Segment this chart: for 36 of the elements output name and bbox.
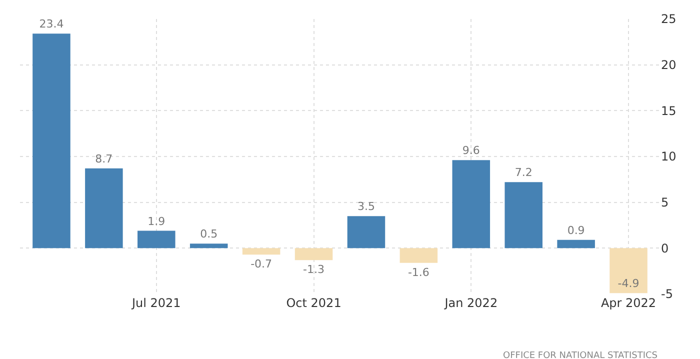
bar xyxy=(138,230,176,248)
data-label: 1.9 xyxy=(148,214,166,228)
y-tick-label: 20 xyxy=(661,58,676,72)
x-tick-label: Apr 2022 xyxy=(600,296,656,310)
y-tick-label: -5 xyxy=(661,287,673,302)
data-label: -1.6 xyxy=(408,266,430,279)
bar xyxy=(242,248,280,255)
data-label: 0.5 xyxy=(200,228,218,241)
bar xyxy=(557,240,595,248)
bar xyxy=(190,244,228,248)
text: OFFICE FOR NATIONAL STATISTICS xyxy=(503,351,658,359)
data-label: -4.9 xyxy=(618,277,640,290)
y-tick-label: 15 xyxy=(661,104,676,118)
y-tick-label: 5 xyxy=(661,196,669,210)
bar xyxy=(85,168,123,248)
y-tick-label: 0 xyxy=(661,241,669,256)
x-tick-label: Oct 2021 xyxy=(286,296,342,310)
bar xyxy=(610,248,648,294)
bar xyxy=(294,248,333,260)
data-label: 3.5 xyxy=(357,200,375,214)
data-label: 9.6 xyxy=(462,144,480,158)
data-label: 23.4 xyxy=(39,18,64,31)
y-tick-label: 10 xyxy=(661,150,676,164)
data-label: 0.9 xyxy=(567,224,585,237)
data-label: -0.7 xyxy=(250,258,272,271)
bar xyxy=(400,248,438,263)
data-label: 8.7 xyxy=(95,152,113,166)
data-label: -1.3 xyxy=(303,263,325,276)
y-tick-label: 25 xyxy=(661,12,676,26)
bar xyxy=(32,34,70,248)
x-tick-label: Jan 2022 xyxy=(444,296,498,310)
bar xyxy=(347,216,386,248)
data-label: 7.2 xyxy=(514,166,532,180)
x-tick-label: Jul 2021 xyxy=(130,296,181,310)
bar xyxy=(452,160,490,248)
bar xyxy=(504,182,542,248)
